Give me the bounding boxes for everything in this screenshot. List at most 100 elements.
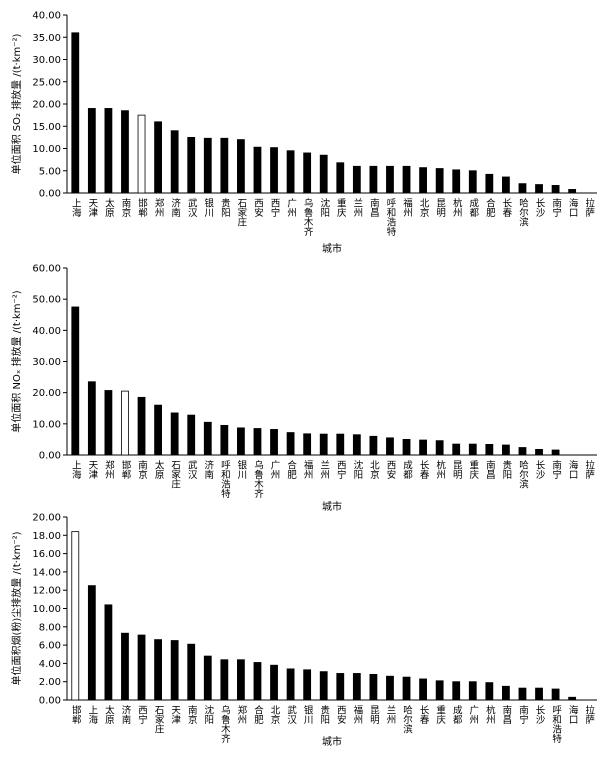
- y-tick-label: 20.00: [32, 388, 61, 399]
- x-axis-label: 城市: [322, 500, 342, 513]
- x-tick-label: 上海: [70, 460, 82, 480]
- bar: [402, 439, 411, 456]
- bar: [237, 659, 245, 701]
- bar: [369, 165, 378, 194]
- x-tick-label: 沈阳: [318, 197, 330, 217]
- bar: [121, 110, 129, 194]
- x-tick-label: 乌鲁木齐: [302, 197, 314, 237]
- y-axis-label: 单位面积 SO₂ 排放量 /(t·km⁻²): [10, 33, 23, 174]
- bar: [270, 429, 278, 456]
- bar: [87, 108, 96, 194]
- x-tick-label: 南昌: [368, 197, 380, 218]
- bar: [203, 137, 212, 194]
- x-tick-label: 南昌: [500, 704, 512, 725]
- bar: [551, 449, 560, 456]
- bar: [452, 681, 461, 701]
- x-tick-label: 南宁: [517, 704, 529, 724]
- bar: [319, 671, 328, 701]
- bar: [187, 414, 196, 456]
- x-tick-label: 西宁: [335, 460, 347, 479]
- x-tick-label: 长春: [418, 459, 430, 480]
- x-tick-label: 兰州: [318, 459, 330, 479]
- x-tick-label: 昆明: [368, 705, 380, 725]
- bar: [87, 585, 96, 701]
- bar: [336, 673, 345, 701]
- bar: [154, 121, 162, 194]
- y-tick-label: 10.00: [32, 419, 61, 430]
- x-tick-label: 天津: [86, 198, 98, 218]
- x-tick-label: 南京: [136, 459, 148, 480]
- x-tick-label: 长沙: [534, 459, 546, 479]
- bar: [104, 390, 113, 456]
- bar: [220, 424, 229, 456]
- x-tick-label: 成都: [467, 197, 479, 218]
- bar: [468, 170, 477, 194]
- y-tick-label: 2.00: [39, 677, 61, 688]
- bar: [137, 396, 146, 456]
- x-tick-label: 拉萨: [583, 197, 595, 218]
- x-tick-label: 重庆: [434, 704, 446, 725]
- x-tick-label: 沈阳: [202, 704, 214, 724]
- x-tick-label: 哈尔滨: [401, 704, 413, 734]
- x-tick-label: 邯郸: [136, 197, 148, 218]
- x-tick-label: 福州: [401, 197, 413, 217]
- bar: [386, 437, 394, 456]
- x-tick-label: 石家庄: [153, 705, 165, 734]
- x-tick-label: 海口: [567, 459, 579, 479]
- y-tick-label: 20.00: [32, 100, 61, 111]
- bar: [336, 162, 345, 194]
- bar: [237, 427, 245, 456]
- x-tick-label: 兰州: [384, 704, 396, 724]
- bar: [352, 434, 361, 456]
- bar: [419, 678, 427, 701]
- x-tick-label: 杭州: [434, 459, 446, 479]
- x-tick-label: 银川: [202, 197, 214, 217]
- bar: [535, 448, 543, 456]
- x-tick-label: 武汉: [186, 197, 198, 218]
- bar: [369, 673, 378, 701]
- y-tick-label: 35.00: [32, 33, 61, 44]
- bar: [369, 435, 378, 456]
- x-tick-label: 北京: [269, 705, 281, 725]
- bar: [286, 668, 295, 701]
- x-tick-label: 合肥: [252, 704, 264, 725]
- bar: [203, 655, 212, 701]
- bar: [535, 184, 543, 194]
- y-tick-label: 8.00: [39, 622, 61, 633]
- y-tick-label: 5.00: [39, 166, 61, 177]
- bar: [71, 32, 80, 194]
- y-tick-label: 0.00: [39, 189, 61, 200]
- x-tick-label: 沈阳: [351, 459, 363, 479]
- bar: [402, 165, 411, 194]
- bar: [518, 183, 527, 194]
- x-tick-label: 哈尔滨: [517, 459, 529, 489]
- bar: [419, 439, 427, 456]
- x-tick-label: 重庆: [467, 459, 479, 480]
- y-tick-label: 20.00: [32, 513, 61, 524]
- y-tick-label: 0.00: [39, 451, 61, 462]
- bar: [286, 150, 295, 194]
- bar: [435, 168, 444, 194]
- bar: [170, 130, 179, 194]
- bar: [170, 640, 179, 701]
- y-tick-label: 0.00: [39, 696, 61, 707]
- y-tick-label: 10.00: [32, 604, 61, 615]
- x-tick-label: 福州: [351, 704, 363, 724]
- x-tick-label: 昆明: [451, 460, 463, 480]
- x-tick-label: 太原: [153, 459, 165, 479]
- y-tick-label: 16.00: [32, 549, 61, 560]
- x-tick-label: 天津: [169, 705, 181, 725]
- x-tick-label: 郑州: [235, 704, 247, 724]
- x-tick-label: 西安: [335, 705, 347, 725]
- bar: [270, 147, 278, 194]
- x-tick-label: 北京: [418, 198, 430, 218]
- x-tick-label: 太原: [103, 704, 115, 724]
- bar: [121, 632, 129, 701]
- x-tick-label: 乌鲁木齐: [252, 459, 264, 499]
- x-tick-label: 兰州: [351, 197, 363, 217]
- bar: [419, 167, 427, 194]
- bar: [319, 154, 328, 194]
- y-tick-label: 6.00: [39, 641, 61, 652]
- bar: [502, 685, 510, 701]
- x-tick-label: 杭州: [484, 704, 496, 724]
